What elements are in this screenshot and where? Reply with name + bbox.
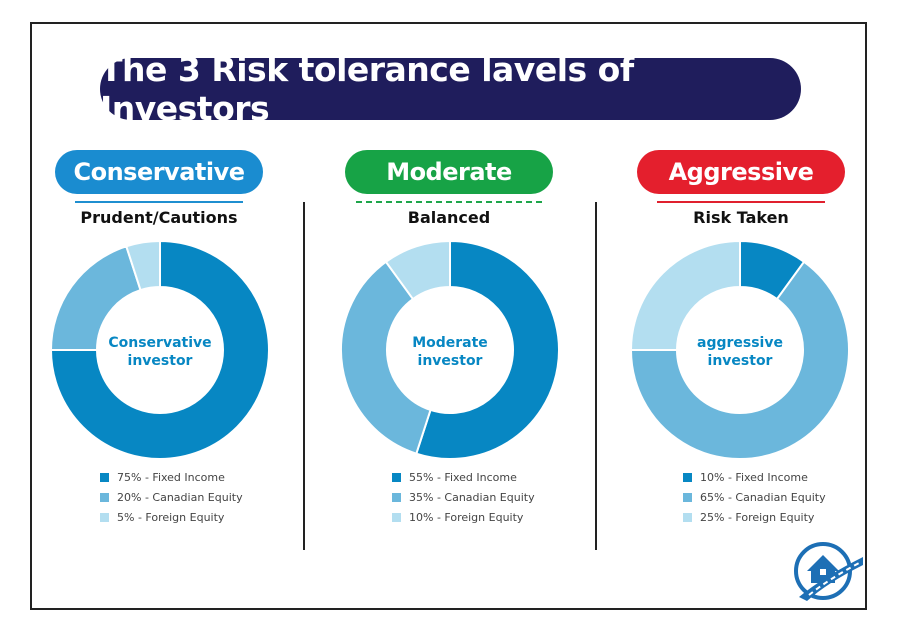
legend-swatch xyxy=(392,512,401,522)
donut-center-sublabel: investor xyxy=(708,353,773,369)
pill-underline xyxy=(75,201,243,203)
legend-item: 55% - Fixed Income xyxy=(392,467,535,487)
slice-foreign-equity xyxy=(630,240,741,351)
legend-swatch xyxy=(683,492,692,502)
donut-chart-aggressive: aggressive investor xyxy=(630,240,850,460)
legend-swatch xyxy=(392,492,401,502)
profile-aggressive: Aggressive Risk Taken xyxy=(626,150,856,227)
profile-subtitle: Balanced xyxy=(407,208,491,227)
profile-pill: Aggressive xyxy=(637,150,845,194)
profile-conservative: Conservative Prudent/Cautions xyxy=(44,150,274,227)
legend-swatch xyxy=(100,512,109,522)
legend-label: 5% - Foreign Equity xyxy=(117,510,225,524)
pill-underline xyxy=(356,201,542,203)
legend-conservative: 75% - Fixed Income 20% - Canadian Equity… xyxy=(100,467,243,527)
legend-label: 10% - Foreign Equity xyxy=(409,510,524,524)
slice-fixed-income xyxy=(415,240,560,460)
donut-chart-moderate: Moderate investor xyxy=(340,240,560,460)
slice-canadian-equity xyxy=(630,260,850,460)
legend-label: 25% - Foreign Equity xyxy=(700,510,815,524)
column-divider xyxy=(303,202,305,550)
legend-label: 55% - Fixed Income xyxy=(409,470,517,484)
legend-swatch xyxy=(392,472,401,482)
slice-canadian-equity xyxy=(340,260,432,455)
legend-item: 75% - Fixed Income xyxy=(100,467,243,487)
legend-item: 35% - Canadian Equity xyxy=(392,487,535,507)
legend-item: 65% - Canadian Equity xyxy=(683,487,826,507)
legend-swatch xyxy=(100,492,109,502)
profile-subtitle: Prudent/Cautions xyxy=(80,208,238,227)
profile-moderate: Moderate Balanced xyxy=(334,150,564,227)
house-road-logo-icon xyxy=(794,542,863,601)
column-divider xyxy=(595,202,597,550)
legend-item: 10% - Fixed Income xyxy=(683,467,826,487)
slice-fixed-income xyxy=(50,240,270,460)
legend-label: 65% - Canadian Equity xyxy=(700,490,826,504)
donut-chart-conservative: Conservative investor xyxy=(50,240,270,460)
legend-item: 10% - Foreign Equity xyxy=(392,507,535,527)
legend-item: 25% - Foreign Equity xyxy=(683,507,826,527)
poster-frame xyxy=(30,22,867,610)
pill-underline xyxy=(657,201,825,203)
legend-item: 5% - Foreign Equity xyxy=(100,507,243,527)
legend-label: 20% - Canadian Equity xyxy=(117,490,243,504)
donut-center-label: Moderate xyxy=(412,335,488,351)
legend-swatch xyxy=(100,472,109,482)
legend-moderate: 55% - Fixed Income 35% - Canadian Equity… xyxy=(392,467,535,527)
slice-foreign-equity xyxy=(125,240,161,292)
legend-swatch xyxy=(683,512,692,522)
legend-label: 35% - Canadian Equity xyxy=(409,490,535,504)
donut-center-label: aggressive xyxy=(697,335,783,351)
legend-label: 10% - Fixed Income xyxy=(700,470,808,484)
legend-aggressive: 10% - Fixed Income 65% - Canadian Equity… xyxy=(683,467,826,527)
donut-center-label: Conservative xyxy=(108,335,211,351)
legend-swatch xyxy=(683,472,692,482)
slice-foreign-equity xyxy=(384,240,451,301)
legend-item: 20% - Canadian Equity xyxy=(100,487,243,507)
page-title: The 3 Risk tolerance lavels of Investors xyxy=(100,50,801,128)
legend-label: 75% - Fixed Income xyxy=(117,470,225,484)
profile-pill: Conservative xyxy=(55,150,263,194)
profile-subtitle: Risk Taken xyxy=(693,208,789,227)
profile-pill: Moderate xyxy=(345,150,553,194)
donut-center-sublabel: investor xyxy=(128,353,193,369)
donut-center-sublabel: investor xyxy=(418,353,483,369)
